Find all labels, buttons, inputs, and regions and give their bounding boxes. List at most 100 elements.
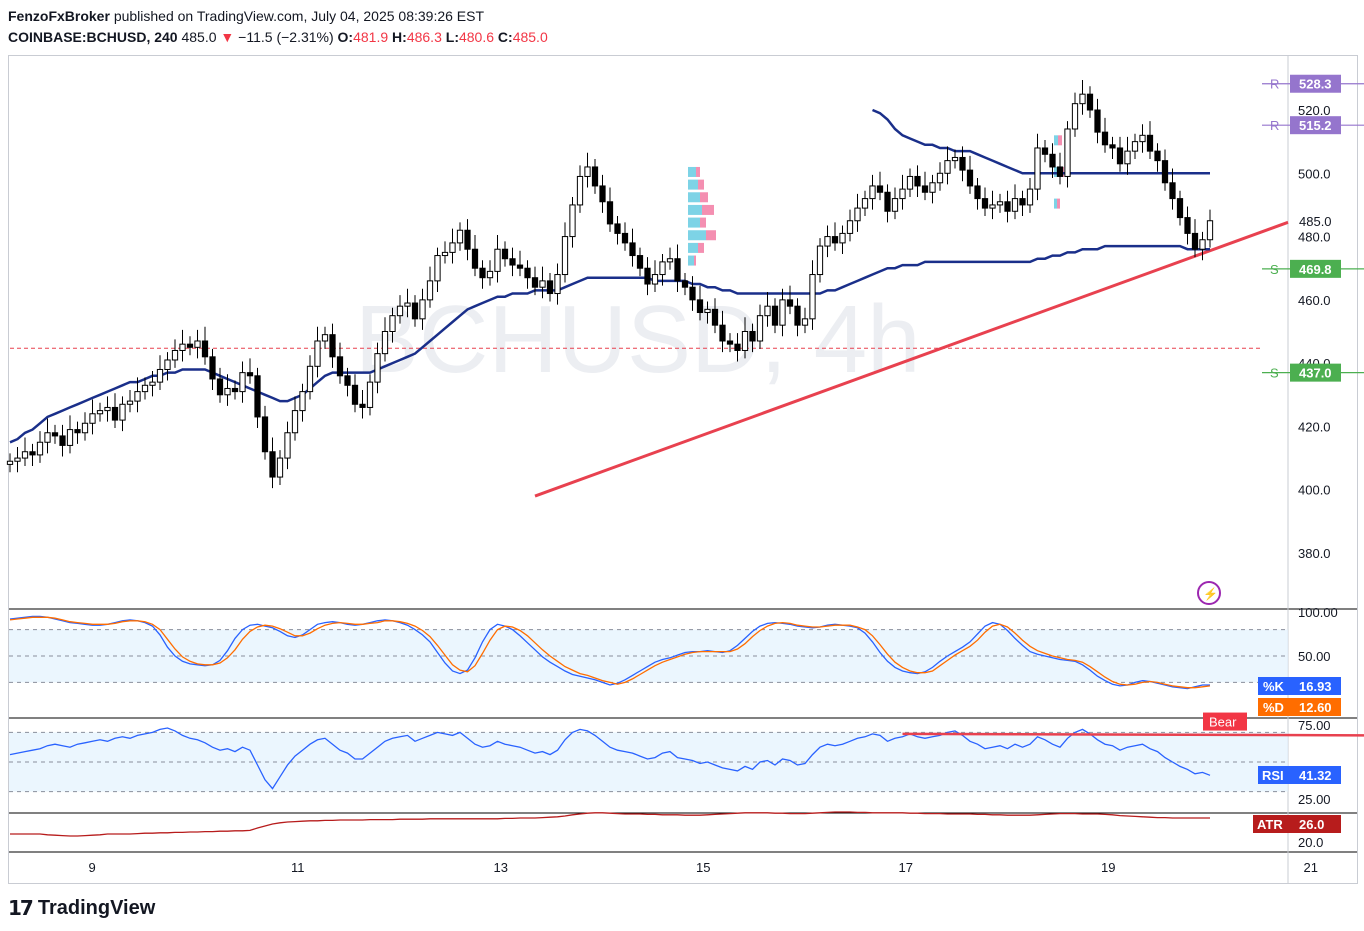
open-label: O: [337, 29, 354, 45]
down-arrow-icon: ▼ [220, 29, 235, 45]
candle-body [36, 441, 44, 456]
candle-body [1146, 134, 1154, 152]
candle-body [141, 384, 149, 393]
high-value: 486.3 [406, 29, 442, 45]
candle-body [149, 381, 156, 386]
candle-body [471, 248, 479, 269]
volume-profile-bar [688, 179, 698, 190]
candle-body [186, 343, 194, 348]
volume-profile-bar [698, 179, 704, 190]
candle-body [674, 258, 681, 282]
candle-body [606, 201, 614, 225]
candle-body [839, 232, 846, 244]
candle-body [111, 406, 119, 421]
candle-body [66, 429, 74, 446]
candle-body [209, 356, 216, 380]
candle-body [569, 204, 576, 238]
candle-body [786, 299, 794, 307]
volume-profile-bar [702, 204, 714, 215]
candle-body [816, 245, 824, 276]
candle-body [899, 188, 906, 200]
stochastic-value: 12.60 [1299, 700, 1332, 715]
candle-body [389, 315, 396, 332]
stochastic-series-name: %K [1263, 679, 1285, 694]
candle-body [1184, 217, 1191, 234]
high-label: H: [392, 29, 407, 45]
candle-body [614, 223, 621, 234]
publish-line: FenzoFxBroker published on TradingView.c… [8, 6, 548, 27]
candle-body [411, 302, 419, 320]
price-axis-tick: 420.0 [1298, 419, 1331, 434]
candle-body [1169, 182, 1176, 200]
candle-body [509, 258, 516, 266]
level-kind-label: R [1270, 77, 1279, 92]
candle-body [351, 384, 359, 405]
candle-body [546, 280, 554, 295]
price-change: −11.5 (−2.31%) [238, 29, 334, 45]
candle-body [231, 387, 239, 393]
candle-body [974, 185, 981, 200]
candle-body [989, 204, 996, 209]
volume-profile-bar [688, 242, 698, 253]
volume-profile-bar [1058, 135, 1062, 146]
candle-body [539, 280, 546, 288]
candle-body [381, 331, 389, 355]
time-axis-tick: 11 [291, 860, 305, 875]
candle-body [1079, 93, 1086, 105]
rsi-bearish-divergence-line [902, 732, 1364, 737]
candle-body [329, 334, 336, 358]
candle-body [254, 375, 261, 418]
candle-body [261, 416, 269, 453]
candle-body [801, 318, 809, 326]
symbol-label: COINBASE:BCHUSD, 240 [8, 29, 178, 45]
candle-body [1049, 153, 1056, 168]
candle-body [344, 375, 351, 386]
candle-body [291, 410, 299, 434]
candle-body [906, 175, 914, 190]
candle-body [74, 429, 81, 434]
price-tag-label: 485.0 [1299, 214, 1332, 229]
candle-body [621, 232, 629, 244]
candle-body [1101, 131, 1109, 146]
candle-body [516, 264, 524, 269]
candle-body [824, 236, 831, 247]
price-tag-box [1289, 211, 1342, 231]
time-axis-tick: 19 [1101, 860, 1115, 875]
candle-body [269, 451, 276, 478]
candle-body [21, 451, 29, 459]
candle-body [486, 270, 494, 279]
rsi-line [9, 727, 1211, 790]
candle-body [89, 413, 96, 424]
candle-body [681, 280, 689, 288]
volume-profile-bar [688, 255, 694, 266]
candle-body [449, 242, 456, 253]
rsi-value: 41.32 [1299, 768, 1332, 783]
time-axis-tick: 13 [494, 860, 508, 875]
lightning-icon: ⚡ [1203, 587, 1218, 601]
price-axis-tick: 380.0 [1298, 546, 1331, 561]
candle-body [854, 207, 861, 222]
ascending-trendline [534, 220, 1289, 498]
rsi-axis-tick: 25.00 [1298, 792, 1331, 807]
candle-body [554, 274, 561, 295]
candle-body [126, 400, 134, 405]
symbol-watermark: BCHUSD, 4h [355, 286, 921, 393]
author-name[interactable]: FenzoFxBroker [8, 8, 110, 24]
candle-body [1131, 141, 1139, 152]
candle-body [434, 255, 441, 282]
chart-frame[interactable] [8, 55, 1358, 884]
candle-body [1191, 232, 1199, 250]
candle-body [14, 457, 21, 462]
close-label: C: [497, 29, 513, 45]
candle-body [629, 242, 636, 257]
price-axis-tick: 480.0 [1298, 230, 1331, 245]
candle-body [771, 305, 779, 326]
candle-body [81, 422, 89, 434]
candle-body [981, 198, 989, 209]
candle-body [704, 308, 711, 314]
candle-body [51, 432, 59, 437]
candle-body [794, 305, 801, 326]
candle-body [164, 359, 171, 370]
candle-body [501, 248, 509, 260]
